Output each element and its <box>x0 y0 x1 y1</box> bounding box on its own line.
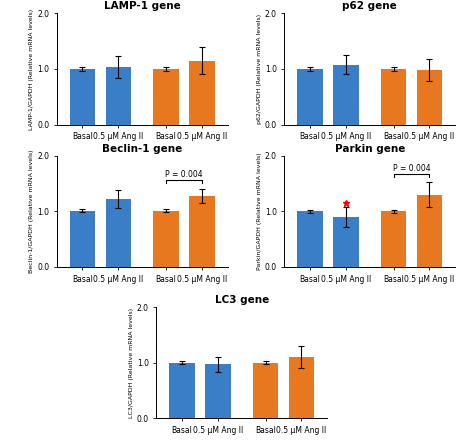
Bar <box>417 195 442 267</box>
Text: P = 0.004: P = 0.004 <box>165 170 203 179</box>
Bar <box>153 211 179 267</box>
Title: Beclin-1 gene: Beclin-1 gene <box>102 144 182 154</box>
Bar <box>106 67 131 125</box>
Bar <box>417 70 442 125</box>
Bar <box>153 69 179 125</box>
Bar <box>189 196 215 267</box>
Y-axis label: p62/GAPDH (Relative mRNA levels): p62/GAPDH (Relative mRNA levels) <box>257 14 262 124</box>
Y-axis label: Parkin/GAPDH (Relative mRNA levels): Parkin/GAPDH (Relative mRNA levels) <box>257 153 262 270</box>
Bar <box>333 217 359 267</box>
Bar <box>333 65 359 125</box>
Title: p62 gene: p62 gene <box>342 1 397 11</box>
Bar <box>106 199 131 267</box>
Bar <box>289 357 314 418</box>
Bar <box>297 69 323 125</box>
Y-axis label: LC3/GAPDH (Relative mRNA levels): LC3/GAPDH (Relative mRNA levels) <box>129 307 134 418</box>
Text: P = 0.004: P = 0.004 <box>393 164 430 173</box>
Y-axis label: Beclin-1/GAPDH (Relative mRNA levels): Beclin-1/GAPDH (Relative mRNA levels) <box>29 150 34 273</box>
Title: LAMP-1 gene: LAMP-1 gene <box>104 1 181 11</box>
Bar <box>205 364 231 418</box>
Title: Parkin gene: Parkin gene <box>335 144 405 154</box>
Bar <box>381 211 406 267</box>
Bar <box>70 69 95 125</box>
Bar <box>169 363 195 418</box>
Y-axis label: LAMP-1/GAPDH (Relative mRNA levels): LAMP-1/GAPDH (Relative mRNA levels) <box>29 8 34 129</box>
Bar <box>381 69 406 125</box>
Bar <box>253 363 278 418</box>
Title: LC3 gene: LC3 gene <box>215 295 269 305</box>
Bar <box>70 211 95 267</box>
Bar <box>297 211 323 267</box>
Bar <box>189 61 215 125</box>
